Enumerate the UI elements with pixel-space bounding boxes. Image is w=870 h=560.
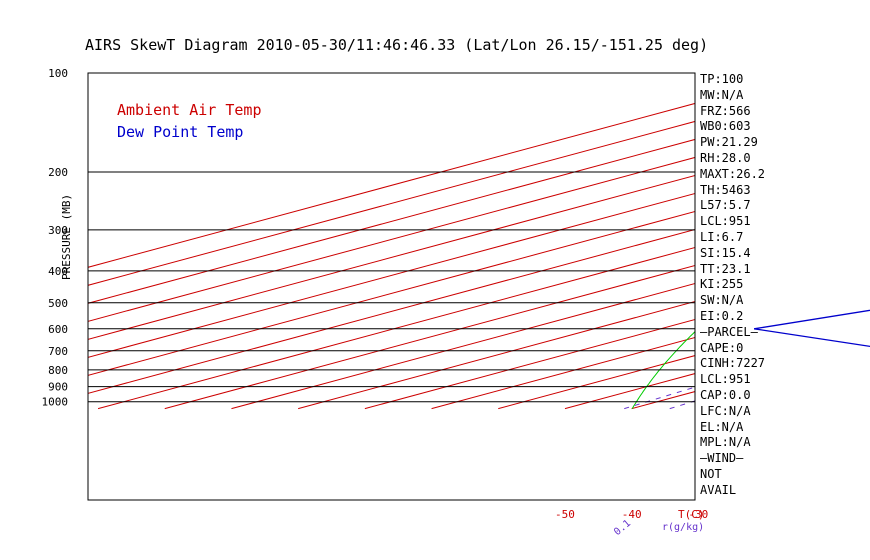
- dry-adiabat-line: [631, 330, 695, 409]
- pressure-tick-label: 400: [48, 265, 68, 278]
- isotherm-line: [88, 156, 695, 322]
- pressure-tick-label: 800: [48, 364, 68, 377]
- isotherm-line: [231, 282, 695, 410]
- isotherm-line: [88, 120, 695, 286]
- isotherm-line: [88, 138, 695, 304]
- plot-area: [88, 102, 695, 410]
- chart-title: AIRS SkewT Diagram 2010-05-30/11:46:46.3…: [85, 36, 709, 54]
- y-axis-label: PRESSURE (MB): [60, 193, 73, 280]
- stat-item: RH:28.0: [700, 150, 751, 165]
- isotherm-line: [88, 174, 695, 340]
- isotherm-line: [364, 319, 695, 410]
- stat-item: CAP:0.0: [700, 387, 751, 402]
- stat-item: TH:5463: [700, 182, 751, 197]
- pressure-tick-label: 500: [48, 297, 68, 310]
- isotherm-line: [88, 192, 695, 358]
- isotherm-line: [298, 301, 695, 410]
- isotherm-line: [88, 210, 695, 376]
- stat-item: LCL:951: [700, 214, 751, 229]
- bottom-temp-tick-label: -40: [622, 508, 642, 521]
- stat-item: MW:N/A: [700, 87, 744, 102]
- isotherm-line: [88, 102, 695, 268]
- stat-item: PW:21.29: [700, 135, 758, 150]
- pressure-tick-label: 600: [48, 323, 68, 336]
- legend-ambient: Ambient Air Temp: [117, 101, 262, 119]
- stat-item: —WIND—: [700, 451, 744, 466]
- plot-frame: [87, 72, 696, 501]
- pressure-tick-label: 700: [48, 345, 68, 358]
- stat-item: MAXT:26.2: [700, 166, 766, 181]
- pressure-tick-label: 200: [48, 166, 68, 179]
- bottom-temp-unit: T(C): [678, 508, 705, 521]
- stat-item: EL:N/A: [700, 419, 744, 434]
- pressure-tick-label: 100: [48, 67, 68, 80]
- legend-dewpoint: Dew Point Temp: [117, 123, 244, 141]
- stat-item: —PARCEL—: [700, 324, 758, 339]
- stats-panel: TP:100 MW:N/A FRZ:566 WB0:603 PW:21.29 RH:28.…: [700, 72, 865, 499]
- stat-item: FRZ:566: [700, 103, 751, 118]
- stat-item: LCL:951: [700, 372, 751, 387]
- stat-item: SI:15.4: [700, 245, 751, 260]
- stat-item: CAPE:0: [700, 340, 744, 355]
- stat-item: TT:23.1: [700, 261, 751, 276]
- bottom-temp-tick-label: -30: [688, 508, 708, 521]
- isotherm-line: [97, 246, 695, 410]
- isotherm-line: [431, 337, 695, 410]
- stat-item: SW:N/A: [700, 293, 744, 308]
- pressure-tick-label: 300: [48, 224, 68, 237]
- stat-item: CINH:7227: [700, 356, 766, 371]
- stat-item: L57:5.7: [700, 198, 751, 213]
- stat-item: MPL:N/A: [700, 435, 751, 450]
- pressure-tick-label: 900: [48, 381, 68, 394]
- stat-item: AVAIL: [700, 482, 737, 497]
- pressure-tick-label: 1000: [42, 396, 69, 409]
- bottom-temp-tick-label: -50: [555, 508, 575, 521]
- stat-item: KI:255: [700, 277, 744, 292]
- mixing-ratio-tick-label: 0.1: [612, 518, 633, 538]
- stat-item: LI:6.7: [700, 229, 744, 244]
- mixing-ratio-unit: r(g/kg): [662, 522, 704, 533]
- isotherm-line: [164, 264, 695, 410]
- stat-item: EI:0.2: [700, 308, 744, 323]
- stat-item: TP:100: [700, 72, 744, 86]
- stat-item: NOT: [700, 466, 722, 481]
- stat-item: LFC:N/A: [700, 403, 751, 418]
- stat-item: WB0:603: [700, 119, 751, 134]
- isotherm-line: [88, 228, 695, 394]
